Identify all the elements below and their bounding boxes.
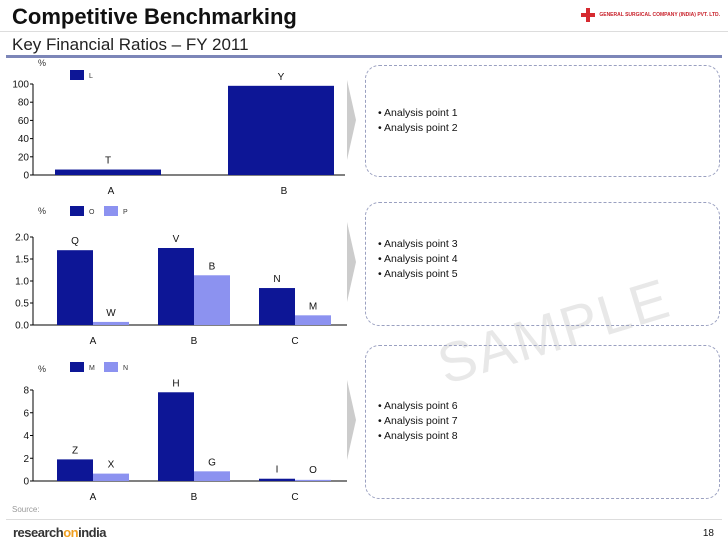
page-number: 18	[702, 528, 714, 539]
y-tick-label: 4	[23, 431, 29, 442]
legend-swatch	[70, 362, 84, 372]
bar	[93, 473, 129, 481]
y-tick-label: 40	[18, 134, 30, 145]
legend-label: N	[123, 365, 128, 372]
bar	[259, 478, 295, 481]
analysis-point: Analysis point 3	[378, 237, 458, 252]
y-tick-label: 20	[18, 152, 30, 163]
analysis-box-3: Analysis point 6Analysis point 7Analysis…	[365, 345, 720, 499]
y-tick-label: 60	[18, 116, 30, 127]
y-tick-label: 6	[23, 408, 29, 419]
source-note: Source:	[12, 505, 40, 514]
data-label: B	[209, 261, 216, 272]
legend-label: L	[89, 73, 93, 80]
x-tick-label: A	[90, 492, 97, 500]
bar	[158, 392, 194, 481]
cross-icon	[581, 8, 596, 22]
analysis-point: Analysis point 7	[378, 414, 458, 429]
data-label: W	[106, 308, 116, 319]
bar	[55, 169, 161, 175]
y-tick-label: 2.0	[15, 233, 29, 244]
y-tick-label: 0.5	[15, 299, 29, 310]
y-tick-label: 2	[23, 454, 29, 465]
unit-label: %	[38, 364, 46, 374]
data-label: N	[273, 274, 280, 285]
legend-swatch	[70, 70, 84, 80]
legend-label: O	[89, 209, 95, 216]
analysis-point: Analysis point 4	[378, 252, 458, 267]
page-subtitle: Key Financial Ratios – FY 2011	[12, 35, 249, 54]
legend-label: P	[123, 209, 128, 216]
bar	[295, 479, 331, 481]
bar	[228, 85, 334, 175]
data-label: X	[108, 460, 115, 471]
unit-label: %	[38, 58, 46, 68]
analysis-box-2: Analysis point 3Analysis point 4Analysis…	[365, 202, 720, 326]
company-logo: GENERAL SURGICAL COMPANY (INDIA) PVT. LT…	[581, 8, 720, 22]
bar	[158, 248, 194, 325]
page-title: Competitive Benchmarking	[12, 4, 297, 29]
legend-label: M	[89, 365, 95, 372]
x-tick-label: C	[291, 336, 298, 347]
footer-divider	[6, 519, 722, 520]
bar	[93, 321, 129, 325]
analysis-point: Analysis point 5	[378, 267, 458, 282]
arrow-icon	[347, 80, 356, 160]
legend-swatch	[70, 206, 84, 216]
legend-swatch	[104, 206, 118, 216]
data-label: M	[309, 301, 317, 312]
data-label: T	[105, 156, 111, 167]
unit-label: %	[38, 206, 46, 216]
bar	[57, 459, 93, 481]
bar	[57, 250, 93, 325]
bar	[194, 275, 230, 325]
bar	[295, 315, 331, 325]
data-label: V	[173, 234, 180, 245]
data-label: Q	[71, 236, 79, 247]
x-tick-label: A	[108, 186, 115, 197]
bar	[259, 288, 295, 325]
analysis-point: Analysis point 8	[378, 429, 458, 444]
analysis-box-1: Analysis point 1Analysis point 2	[365, 65, 720, 177]
header-rule	[6, 55, 722, 58]
y-tick-label: 1.5	[15, 255, 29, 266]
y-tick-label: 100	[12, 80, 29, 91]
data-label: Y	[278, 72, 285, 83]
x-tick-label: B	[191, 492, 198, 500]
header-divider	[0, 31, 728, 32]
x-tick-label: B	[191, 336, 198, 347]
x-tick-label: C	[291, 492, 298, 500]
legend-swatch	[104, 362, 118, 372]
y-tick-label: 0	[23, 477, 29, 488]
x-tick-label: B	[281, 186, 288, 197]
y-tick-label: 80	[18, 98, 30, 109]
y-tick-label: 0	[23, 171, 29, 182]
analysis-point: Analysis point 6	[378, 399, 458, 414]
arrow-icon	[347, 380, 356, 460]
data-label: I	[276, 465, 279, 476]
y-tick-label: 1.0	[15, 277, 29, 288]
bar	[194, 471, 230, 481]
y-tick-label: 8	[23, 386, 29, 397]
x-tick-label: A	[90, 336, 97, 347]
data-label: O	[309, 465, 317, 476]
arrow-icon	[347, 222, 356, 302]
data-label: Z	[72, 445, 78, 456]
analysis-point: Analysis point 2	[378, 121, 458, 136]
y-tick-label: 0.0	[15, 321, 29, 332]
data-label: H	[172, 378, 179, 389]
analysis-point: Analysis point 1	[378, 106, 458, 121]
logo-text: GENERAL SURGICAL COMPANY (INDIA) PVT. LT…	[599, 12, 720, 18]
brand-logo: researchonindia	[13, 525, 106, 540]
data-label: G	[208, 457, 216, 468]
